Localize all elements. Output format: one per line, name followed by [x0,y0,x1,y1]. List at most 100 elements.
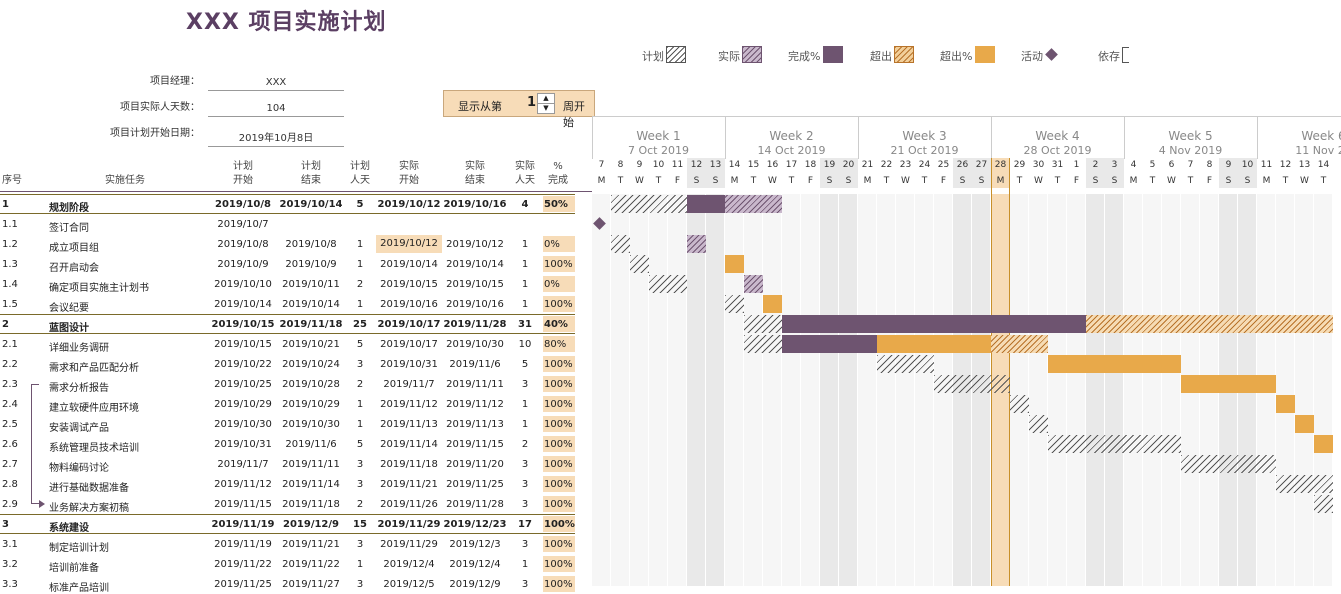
task-ad: 3 [521,479,529,490]
task-ad: 1 [521,259,529,270]
day-column [801,194,819,586]
task-ad: 3 [521,499,529,510]
task-pd: 3 [356,359,364,370]
day-number: 22 [880,160,893,170]
column-header-act-days: 实际 人天 [515,161,535,186]
task-ps: 2019/10/22 [214,359,272,370]
weekday-letter: M [996,176,1005,186]
task-name: 制定培训计划 [49,543,109,554]
task-id: 1.1 [2,219,18,230]
task-ps: 2019/10/30 [214,419,272,430]
task-pct: 100% [544,559,573,570]
info-value[interactable]: XXX [208,77,344,91]
task-ps: 2019/11/22 [214,559,272,570]
day-column [1086,194,1104,586]
week-divider [858,117,859,159]
day-header-bg [991,158,1010,188]
task-id: 3.1 [2,539,18,550]
day-column [896,194,914,586]
spinner-up-icon[interactable]: ▲ [538,94,554,104]
task-pd: 1 [356,259,364,270]
task-as: 2019/10/17 [380,339,438,350]
day-number: 14 [728,160,741,170]
day-number: 16 [766,160,779,170]
task-ps: 2019/10/9 [217,259,269,270]
gantt-bar-over [1048,355,1181,373]
task-pct: 80% [544,339,567,350]
column-header-pct: % 完成 [548,161,568,186]
task-pd: 15 [353,519,367,530]
legend-swatch-over-pct [975,46,995,63]
day-column [706,194,724,586]
day-column [611,194,629,586]
week-divider [1257,117,1258,159]
task-ps: 2019/10/29 [214,399,272,410]
dependency-icon [1122,47,1129,63]
task-pd: 5 [356,439,364,450]
spinner-down-icon[interactable]: ▼ [543,104,549,112]
pct-cell-bg [543,436,575,452]
pct-cell-bg [543,556,575,572]
task-id: 3 [2,519,9,530]
task-ps: 2019/10/14 [214,299,272,310]
task-pct: 100% [544,359,573,370]
task-id: 3.3 [2,579,18,590]
day-column [915,194,933,586]
task-ps: 2019/10/15 [214,339,272,350]
task-pct: 100% [544,299,573,310]
task-pd: 1 [356,559,364,570]
task-ps: 2019/10/8 [217,239,269,250]
task-ps: 2019/11/19 [211,519,275,530]
week-date: 28 Oct 2019 [1023,144,1092,157]
task-ae: 2019/10/14 [446,259,504,270]
day-number: 11 [1260,160,1273,170]
week-label: Week 5 [1168,129,1213,143]
pct-cell-bg [543,396,575,412]
task-as: 2019/11/7 [383,379,435,390]
info-label: 项目计划开始日期： [110,128,200,139]
day-number: 15 [747,160,760,170]
week-selector-value[interactable]: 1 [526,95,536,110]
weekday-letter: S [1244,176,1251,186]
task-ad: 10 [518,339,532,350]
day-number: 8 [1206,160,1213,170]
gantt-bar-overh [991,335,1048,353]
day-header-bg [820,158,839,188]
task-pe: 2019/11/22 [282,559,340,570]
task-id: 2.8 [2,479,18,490]
task-pe: 2019/11/11 [282,459,340,470]
task-ad: 4 [521,199,529,210]
pct-cell-bg [543,476,575,492]
week-label: Week 2 [769,129,814,143]
weekday-letter: T [1149,176,1156,186]
week-spinner[interactable]: ▲ ▼ [537,93,555,114]
gantt-bar-actual [687,235,706,253]
weekday-letter: S [712,176,719,186]
gantt-bar-over [1295,415,1314,433]
weekday-letter: M [730,176,739,186]
task-ae: 2019/11/28 [446,499,504,510]
task-pct: 100% [544,459,573,470]
info-value[interactable]: 104 [208,103,344,117]
task-id: 2.2 [2,359,18,370]
task-as: 2019/10/16 [380,299,438,310]
gantt-bar-over [1276,395,1295,413]
day-header-bg [1086,158,1105,188]
task-id: 2.4 [2,399,18,410]
week-date: 14 Oct 2019 [757,144,826,157]
gantt-bar-actual [744,275,763,293]
pct-cell-bg [543,196,575,212]
task-pct: 100% [544,579,573,590]
task-pd: 3 [356,479,364,490]
weekday-letter: T [617,176,624,186]
week-divider [1124,117,1125,159]
task-ps: 2019/11/7 [217,459,269,470]
day-column [1295,194,1313,586]
task-pe: 2019/11/6 [285,439,337,450]
task-pct: 0% [544,239,560,250]
task-pe: 2019/12/9 [282,519,339,530]
task-pd: 1 [356,299,364,310]
task-as: 2019/10/12 [377,199,441,210]
weekday-letter: S [1225,176,1232,186]
day-number: 8 [617,160,624,170]
